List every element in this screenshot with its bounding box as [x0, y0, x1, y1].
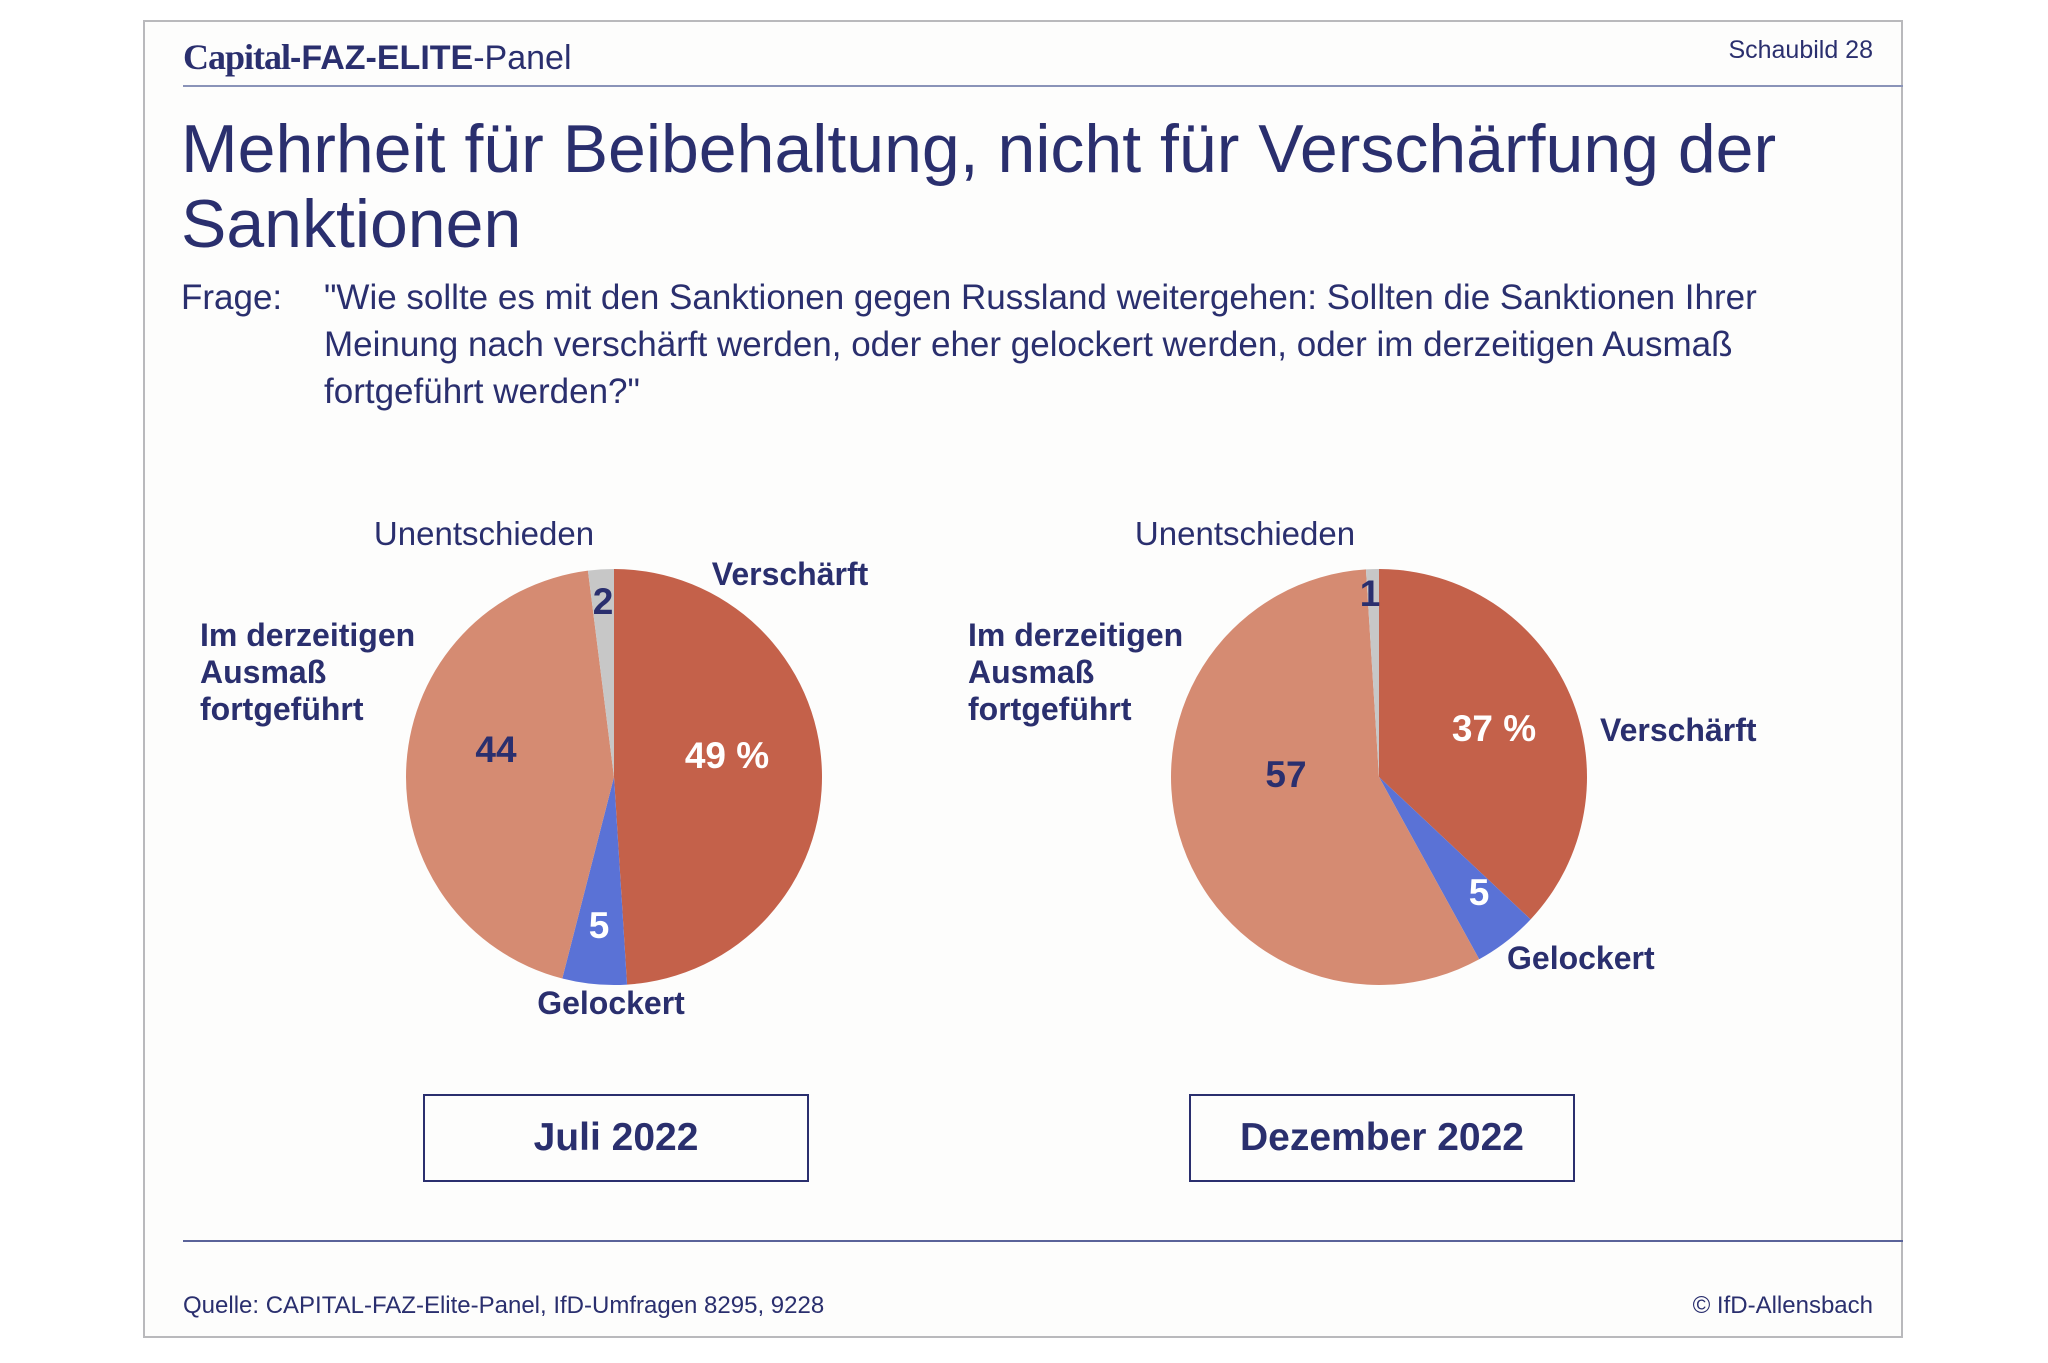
slice-value-verschaerft: 49 % [685, 735, 769, 776]
slice-value-gelockert: 5 [1469, 872, 1490, 913]
source-note: Quelle: CAPITAL-FAZ-Elite-Panel, IfD-Umf… [183, 1292, 825, 1319]
survey-question: Frage: "Wie sollte es mit den Sanktionen… [181, 274, 1861, 415]
pie-slice-gelockert [562, 777, 628, 985]
slice-value-gelockert: 5 [589, 905, 610, 946]
pie-slice-unentschieden [1365, 569, 1379, 777]
brand-faz-elite: -FAZ-ELITE [290, 39, 474, 77]
footer-divider [183, 1240, 1903, 1242]
slice-category-fortgefuehrt: Im derzeitigen Ausmaß fortgeführt [968, 617, 1183, 727]
slice-category-unentschieden: Unentschieden [374, 515, 594, 552]
pie-slice-verschaerft [614, 569, 823, 985]
slice-value-verschaerft: 37 % [1452, 708, 1536, 749]
pie-slice-fortgefuehrt [1170, 569, 1480, 986]
slice-value-unentschieden: 2 [593, 581, 614, 622]
period-label-december: Dezember 2022 [1189, 1094, 1575, 1182]
slice-value-fortgefuehrt: 57 [1265, 754, 1306, 795]
brand-panel: -Panel [473, 39, 572, 77]
brand-logo: Capital-FAZ-ELITE-Panel [183, 36, 572, 78]
page-title: Mehrheit für Beibehaltung, nicht für Ver… [181, 111, 1777, 262]
slice-category-gelockert: Gelockert [1507, 940, 1655, 976]
question-label: Frage: [181, 278, 283, 317]
slice-category-gelockert: Gelockert [537, 985, 685, 1021]
pie-slice-unentschieden [587, 569, 614, 777]
pie-chart-1: 37 % 5 57 1 Verschärft Gelockert Im derzeitige… [968, 515, 1757, 986]
question-text: "Wie sollte es mit den Sanktionen gegen … [324, 278, 1757, 411]
slice-category-verschaerft: Verschärft [712, 556, 869, 592]
pie-slice-gelockert [1379, 777, 1531, 960]
copyright: © IfD-Allensbach [1692, 1292, 1873, 1319]
pie-chart-0: 49 % 5 44 2 Verschärft Gelockert Im derzeitige… [200, 515, 869, 1021]
slice-value-fortgefuehrt: 44 [475, 729, 517, 770]
slice-value-unentschieden: 1 [1360, 573, 1381, 614]
brand-capital: Capital [183, 37, 291, 77]
slice-category-unentschieden: Unentschieden [1135, 515, 1355, 552]
slice-category-verschaerft: Verschärft [1600, 712, 1757, 748]
period-label-july: Juli 2022 [423, 1094, 809, 1182]
header-divider [183, 85, 1903, 87]
figure-number: Schaubild 28 [1728, 36, 1873, 64]
pie-slice-verschaerft [1379, 569, 1588, 920]
slice-category-fortgefuehrt: Im derzeitigen Ausmaß fortgeführt [200, 617, 415, 727]
pie-slice-fortgefuehrt [406, 570, 614, 979]
